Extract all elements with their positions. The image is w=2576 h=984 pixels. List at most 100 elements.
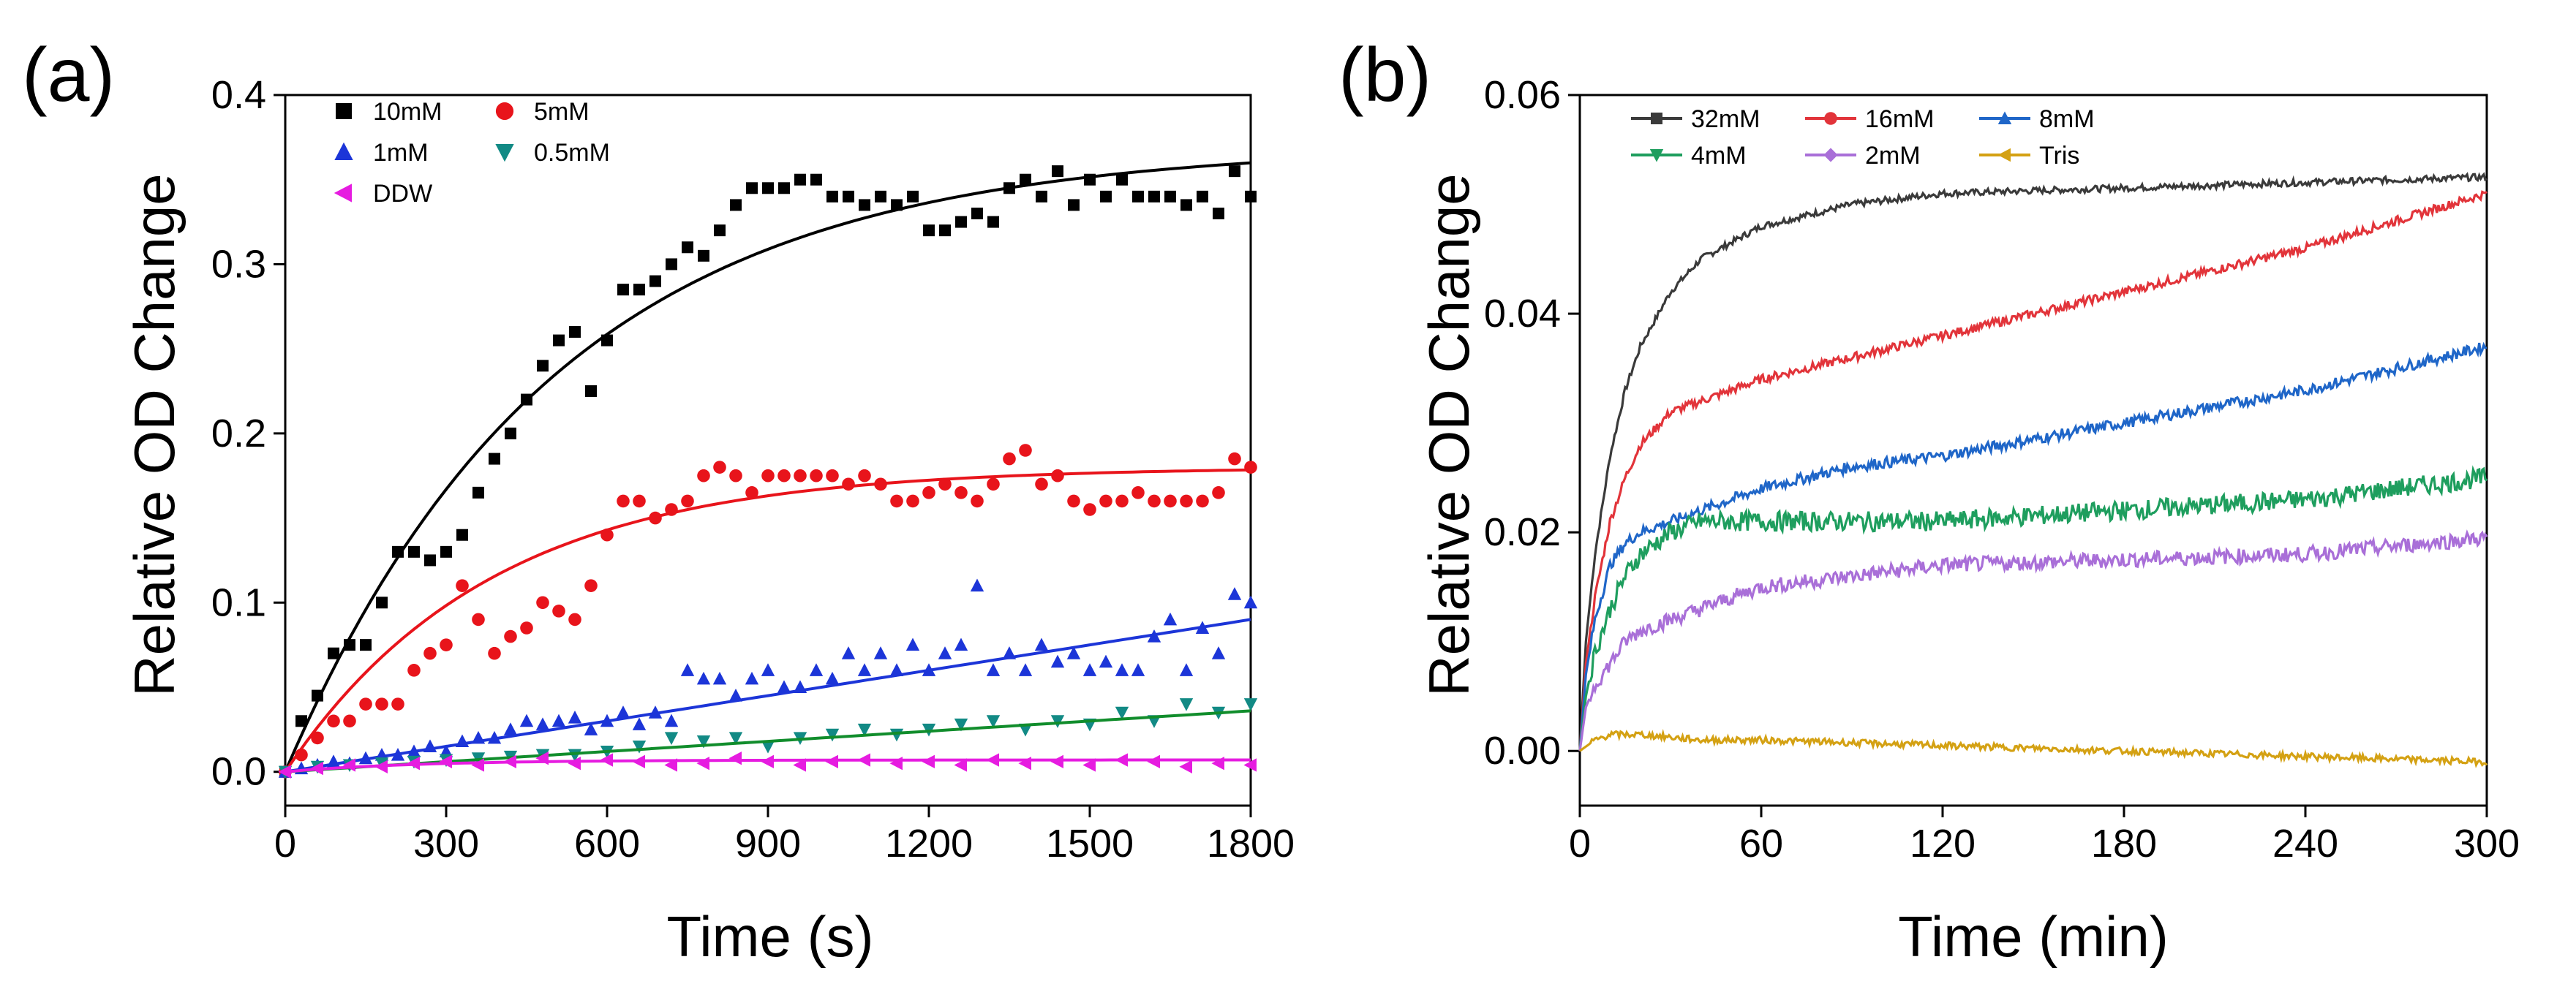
series-16mM: [1578, 190, 2488, 752]
data-point: [376, 597, 388, 609]
data-point: [569, 326, 581, 338]
data-point: [440, 545, 452, 558]
data-point: [1148, 494, 1161, 508]
data-point: [1179, 663, 1194, 676]
data-point: [1051, 469, 1064, 482]
data-point: [794, 469, 807, 482]
y-axis-title-a: Relative OD Change: [122, 173, 187, 696]
data-point: [1003, 452, 1016, 466]
x-tick-label: 1800: [1207, 822, 1295, 866]
data-point: [1213, 208, 1224, 219]
legend-label: 16mM: [1865, 105, 1934, 133]
data-point: [1020, 173, 1031, 186]
data-point: [1180, 494, 1193, 508]
ticks-b: 0 60 120 180 240 300 0.00 0.02 0.04 0.06: [1484, 73, 2520, 866]
data-point: [696, 756, 709, 771]
y-tick-label: 0.0: [211, 750, 266, 794]
data-point: [1164, 494, 1177, 508]
series-line: [1579, 729, 2488, 768]
fit-curve: [284, 468, 1251, 773]
data-point: [971, 494, 984, 508]
legend-item: 10mM: [336, 98, 442, 126]
data-point: [503, 722, 518, 735]
data-point: [698, 249, 709, 262]
data-point: [1243, 595, 1258, 609]
data-point: [584, 722, 598, 735]
x-axis-title-b: Time (min): [1898, 904, 2169, 969]
data-point: [278, 765, 291, 779]
data-point: [987, 216, 999, 228]
data-point: [472, 613, 485, 627]
legend-item: Tris: [1979, 142, 2079, 170]
data-point: [1245, 190, 1257, 203]
series-32mM: [1578, 172, 2488, 752]
series-line: [1578, 341, 2488, 752]
legend-item: 0.5mM: [495, 139, 610, 167]
chart-panel-b: (b) Relative OD Change Time (min) 0 60 120…: [1338, 33, 2520, 969]
legend-label: DDW: [373, 180, 432, 208]
legend-label: 2mM: [1865, 142, 1921, 170]
series-DDW: [278, 752, 1257, 779]
data-point: [1066, 646, 1081, 659]
legend-b: 32mM 16mM 8mM 4mM 2mM Tris: [1631, 105, 2095, 170]
legend-marker: [1651, 113, 1662, 124]
data-point: [938, 646, 952, 659]
y-tick-label: 0.3: [211, 242, 266, 286]
data-point: [407, 664, 421, 677]
data-point: [728, 752, 742, 765]
data-point: [328, 647, 339, 659]
data-point: [632, 717, 647, 730]
data-point: [955, 216, 967, 228]
panel-label-b: (b): [1338, 33, 1431, 118]
series-4mM: [1578, 465, 2488, 752]
data-point: [1067, 494, 1080, 508]
data-point: [375, 697, 388, 711]
data-point: [584, 579, 598, 592]
legend-item: 5mM: [495, 98, 590, 126]
data-point: [343, 714, 356, 728]
data-point: [1148, 190, 1160, 203]
legend-item: 32mM: [1631, 105, 1760, 133]
y-axis-title-b: Relative OD Change: [1417, 173, 1481, 696]
data-point: [1100, 190, 1112, 203]
data-point: [858, 469, 871, 482]
data-point: [1099, 654, 1113, 668]
data-point: [906, 494, 919, 508]
data-point: [1099, 494, 1112, 508]
data-marks-b: [1578, 172, 2488, 768]
fit-curve: [285, 758, 1251, 773]
data-point: [745, 486, 758, 499]
x-tick-label: 300: [413, 822, 479, 866]
legend-marker: [1823, 148, 1838, 162]
x-axis-title-a: Time (s): [666, 904, 873, 969]
data-point: [552, 605, 565, 618]
data-point: [1116, 173, 1128, 186]
x-tick-label: 120: [1910, 822, 1976, 866]
data-point: [505, 427, 516, 439]
data-point: [890, 494, 903, 508]
data-point: [761, 469, 775, 482]
legend-item: 2mM: [1805, 142, 1921, 170]
data-point: [423, 646, 437, 660]
fit-curve: [284, 161, 1251, 773]
data-point: [537, 360, 549, 372]
data-point: [825, 728, 840, 742]
legend-marker: [334, 142, 353, 160]
data-point: [456, 579, 469, 592]
data-point: [875, 190, 886, 203]
y-tick-label: 0.06: [1484, 73, 1561, 117]
data-point: [1164, 190, 1176, 203]
series-8mM: [1578, 341, 2488, 752]
data-point: [649, 275, 661, 287]
data-point: [728, 688, 743, 702]
legend-marker: [495, 102, 514, 121]
data-point: [954, 486, 968, 499]
data-point: [939, 224, 951, 237]
y-tick-label: 0.00: [1484, 729, 1561, 773]
data-point: [295, 715, 307, 727]
data-point: [408, 545, 420, 558]
data-point: [1131, 663, 1145, 676]
data-point: [551, 714, 566, 727]
data-point: [1163, 612, 1178, 626]
data-point: [1227, 587, 1242, 600]
